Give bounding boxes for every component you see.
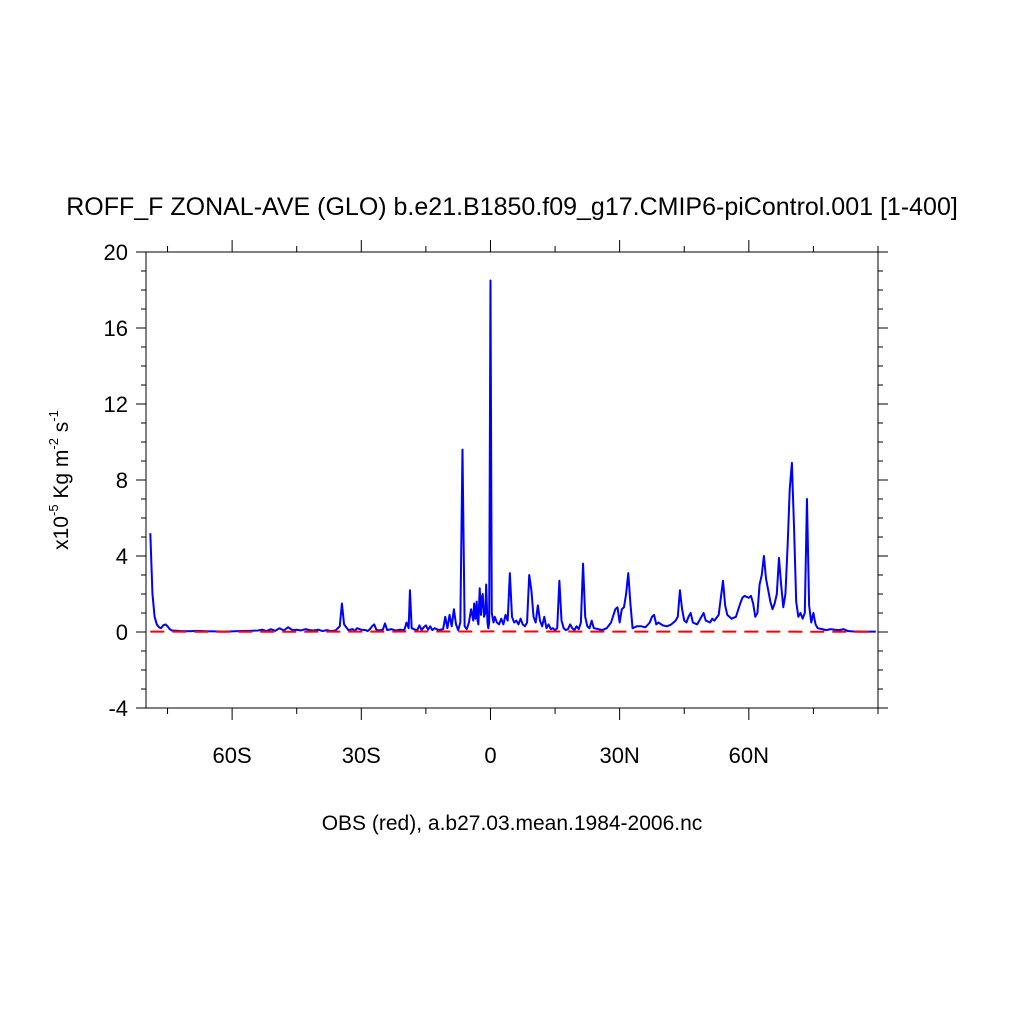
y-tick-label: 8 [116,468,128,493]
x-tick-label: 30N [599,743,639,768]
series-line-1 [149,279,876,633]
x-axis-label: OBS (red), a.b27.03.mean.1984-2006.nc [322,812,703,835]
y-axis-label-exp3: -1 [46,410,61,422]
y-axis-label-exp2: -2 [46,438,61,450]
y-tick-label: 20 [104,240,128,265]
x-tick-label: 30S [342,743,381,768]
y-axis-label-mid2: s [50,422,73,438]
y-axis-label: x10-5 Kg m-2 s-1 [46,410,73,550]
y-axis-label-mid1: Kg m [50,450,73,505]
plot-frame [145,251,879,709]
y-axis-label-prefix: x10 [50,516,73,550]
x-tick-label: 60N [729,743,769,768]
y-tick-label: 0 [116,620,128,645]
plot-area: -4 0 4 8 12 16 20 60S 30S 0 30N 60N [104,240,888,768]
x-tick-label: 0 [484,743,496,768]
chart-title: ROFF_F ZONAL-AVE (GLO) b.e21.B1850.f09_g… [66,193,958,221]
y-tick-label: 12 [104,392,128,417]
svg-text:x10-5 Kg m-2 s-1: x10-5 Kg m-2 s-1 [46,410,73,550]
y-axis-label-exp1: -5 [46,504,61,516]
y-tick-label: -4 [108,696,128,721]
y-tick-label: 4 [116,544,128,569]
x-tick-label: 60S [213,743,252,768]
y-tick-label: 16 [104,316,128,341]
